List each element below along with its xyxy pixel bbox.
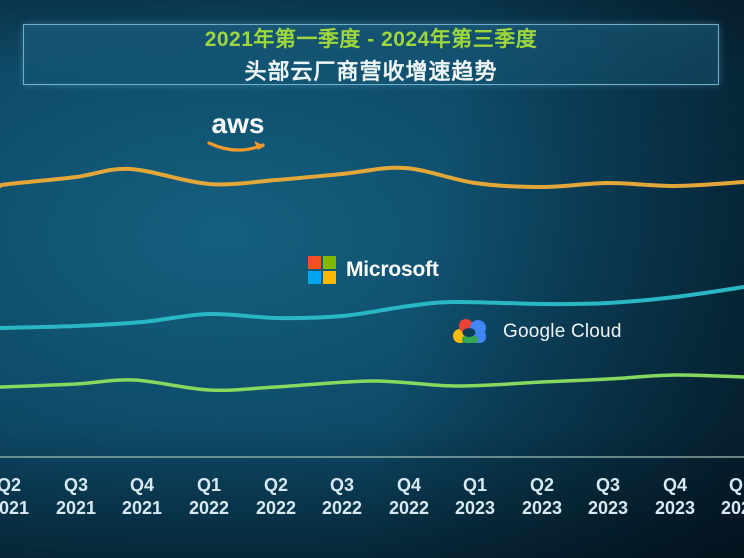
microsoft-square-green (323, 256, 336, 269)
microsoft-logo-label: Microsoft (346, 258, 439, 281)
page-title: 头部云厂商营收增速趋势 (244, 59, 498, 84)
x-axis-label-quarter: Q4 (396, 475, 421, 495)
google-cloud-icon (453, 319, 486, 343)
microsoft-square-red (308, 256, 321, 269)
x-axis-label-year: 2021 (55, 498, 97, 518)
x-axis-label-quarter: Q2 (0, 475, 21, 495)
x-axis: Q2 2021 Q3 2021 Q4 2021 Q1 2022 Q2 2022 Q3 2022 Q4 20… (0, 474, 744, 524)
trend-line-microsoft (0, 285, 744, 330)
title-date-range: 2021年第一季度 - 2024年第三季度 (204, 28, 538, 51)
microsoft-logo: Microsoft (308, 256, 439, 284)
x-axis-label: Q4 2023 (641, 474, 709, 520)
google-cloud-logo: Google Cloud (452, 317, 622, 347)
x-axis-label: Q3 2021 (42, 474, 110, 520)
x-axis-label-year: 2022 (321, 498, 363, 518)
trend-line-aws (0, 165, 744, 190)
trend-line-google-cloud (0, 373, 744, 393)
x-axis-label-year: 2024 (720, 498, 744, 518)
google-cloud-logo-label: Google Cloud (503, 321, 622, 342)
x-axis-label: Q4 2022 (375, 474, 443, 520)
x-axis-label-quarter: Q3 (329, 475, 354, 495)
microsoft-square-blue (308, 271, 321, 284)
x-axis-label-quarter: Q2 (263, 475, 288, 495)
x-axis-label-quarter: Q4 (662, 475, 687, 495)
x-axis-label-year: 2023 (521, 498, 563, 518)
x-axis-label: Q3 2023 (574, 474, 642, 520)
x-axis-label: Q1 2023 (441, 474, 509, 520)
x-axis-label-quarter: Q4 (129, 475, 154, 495)
x-axis-label-year: 2022 (188, 498, 230, 518)
x-axis-label-quarter: Q1 (196, 475, 221, 495)
x-axis-label-quarter: Q1 (462, 475, 487, 495)
x-axis-label: Q1 2024 (707, 474, 744, 520)
x-axis-label-year: 2022 (388, 498, 430, 518)
aws-logo: aws (202, 110, 274, 156)
x-axis-label-year: 2023 (587, 498, 629, 518)
x-axis-label-quarter: Q3 (63, 475, 88, 495)
x-axis-label: Q2 2023 (508, 474, 576, 520)
x-axis-label-quarter: Q1 (728, 475, 744, 495)
x-axis-label-year: 2023 (654, 498, 696, 518)
microsoft-square-yellow (323, 271, 336, 284)
x-axis-label: Q3 2022 (308, 474, 376, 520)
aws-logo-label: aws (211, 108, 265, 139)
x-axis-label-quarter: Q3 (595, 475, 620, 495)
x-axis-label-quarter: Q2 (529, 475, 554, 495)
x-axis-label-year: 2021 (121, 498, 163, 518)
x-axis-label: Q1 2022 (175, 474, 243, 520)
aws-smile-icon (207, 141, 265, 152)
x-axis-label-year: 2022 (255, 498, 297, 518)
microsoft-grid-icon (308, 256, 336, 284)
x-axis-label: Q4 2021 (108, 474, 176, 520)
title-box: 2021年第一季度 - 2024年第三季度 头部云厂商营收增速趋势 (23, 24, 719, 85)
x-axis-label-year: 2023 (454, 498, 496, 518)
x-axis-label: Q2 2021 (0, 474, 43, 520)
x-axis-label-year: 2021 (0, 498, 30, 518)
x-axis-label: Q2 2022 (242, 474, 310, 520)
